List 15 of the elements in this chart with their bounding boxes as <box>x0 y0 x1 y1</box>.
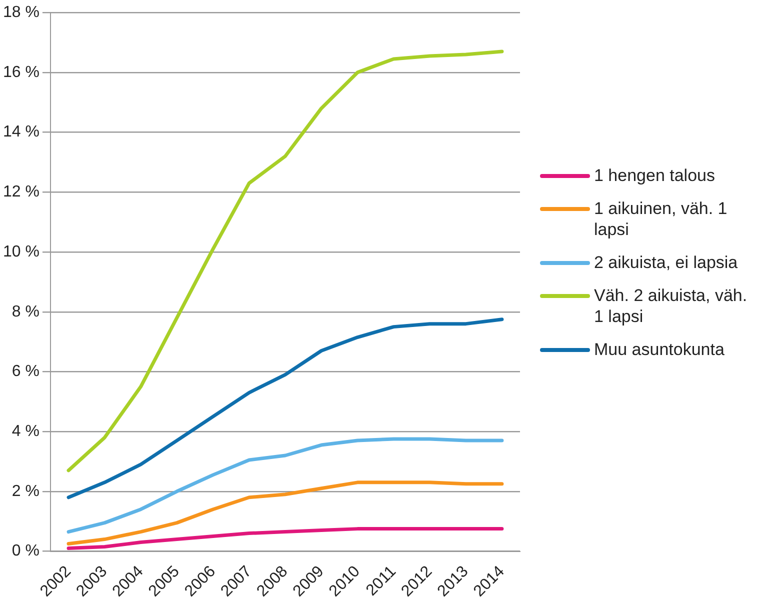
y-tick-label: 18 % <box>3 4 40 22</box>
y-tick-label: 2 % <box>12 482 40 500</box>
legend-label: 2 aikuista, ei lapsia <box>594 252 738 273</box>
y-tick-label: 0 % <box>12 542 40 560</box>
legend-label: 1 aikuinen, väh. 1 lapsi <box>594 198 728 240</box>
y-tick-label: 14 % <box>3 124 40 141</box>
legend-label: 1 hengen talous <box>594 165 715 186</box>
y-tick-label: 12 % <box>3 184 40 201</box>
y-tick-label: 6 % <box>12 363 40 380</box>
y-tick-label: 10 % <box>3 243 40 260</box>
legend-label: Väh. 2 aikuista, väh. 1 lapsi <box>594 285 748 327</box>
legend-label: Muu asuntokunta <box>594 339 724 360</box>
y-tick-label: 4 % <box>12 422 40 440</box>
y-tick-label: 8 % <box>12 303 40 320</box>
y-tick-label: 16 % <box>3 64 40 81</box>
